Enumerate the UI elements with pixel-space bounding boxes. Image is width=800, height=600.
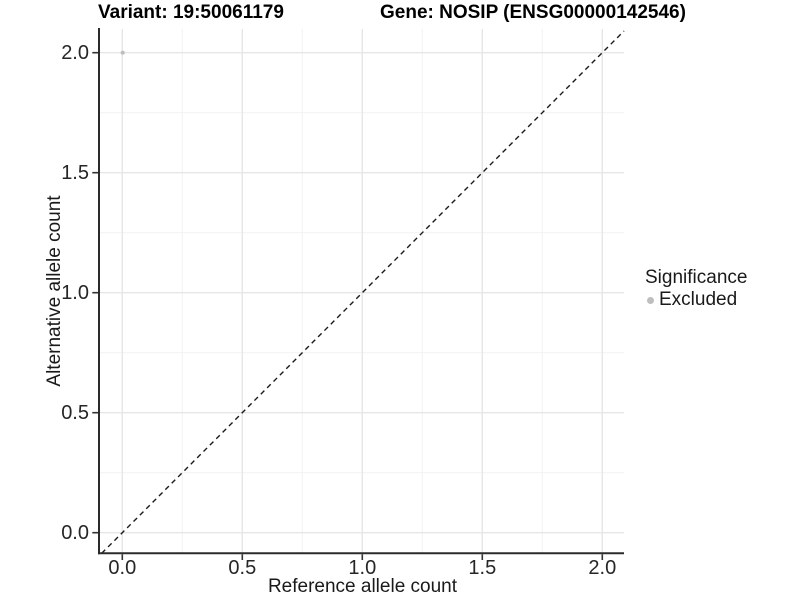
x-tick-1.5: 1.5: [468, 557, 497, 579]
x-axis-title: Reference allele count: [267, 576, 458, 597]
axis-lines: [98, 28, 624, 555]
y-tick-1.5: 1.5: [61, 162, 89, 184]
y-tick-0.5: 0.5: [61, 402, 89, 424]
gene-title: Gene: NOSIP (ENSG00000142546): [380, 2, 686, 23]
y-tick-0.0: 0.0: [61, 522, 89, 544]
y-axis-title: Alternative allele count: [44, 195, 65, 387]
x-tick-0.0: 0.0: [108, 557, 137, 579]
data-point-excluded: [120, 50, 125, 55]
y-tick-1.0: 1.0: [61, 282, 89, 304]
axis-tick-marks: [92, 51, 604, 560]
x-tick-0.5: 0.5: [228, 557, 257, 579]
variant-title: Variant: 19:50061179: [98, 2, 284, 23]
legend: Significance Excluded: [645, 267, 747, 311]
identity-dashed-line: [101, 30, 625, 554]
excluded-point-icon: [647, 296, 654, 304]
x-tick-2.0: 2.0: [588, 557, 617, 579]
legend-title: Significance: [645, 267, 748, 288]
minor-gridlines: [99, 29, 624, 554]
legend-entry-label: Excluded: [659, 289, 738, 310]
x-tick-1.0: 1.0: [348, 557, 377, 579]
y-tick-2.0: 2.0: [61, 42, 89, 64]
legend-entry-excluded: Excluded: [645, 289, 747, 311]
major-gridlines: [99, 29, 624, 554]
